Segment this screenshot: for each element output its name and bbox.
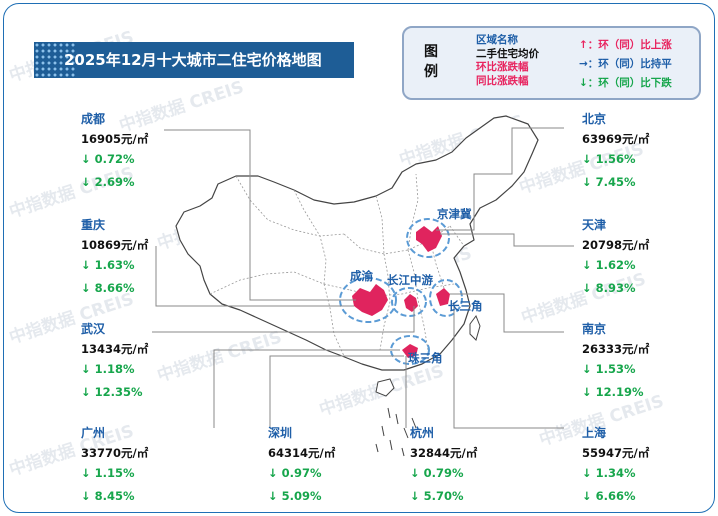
- city-tianjin: 天津 20798元/㎡ ↓ 1.62% ↓ 8.93%: [582, 217, 649, 296]
- region-shape-changsanjiao: [436, 288, 450, 306]
- legend-box: 图例 区域名称 二手住宅均价 环比涨跌幅 同比涨跌幅 ↑：环（同）比上涨 →：环…: [402, 26, 701, 100]
- city-name: 成都: [81, 112, 106, 126]
- city-mom: ↓ 0.79%: [410, 466, 464, 480]
- legend-down: ↓：环（同）比下跌: [579, 77, 672, 89]
- leader-line-wuhan: [152, 306, 415, 333]
- city-yoy: ↓ 2.69%: [81, 175, 135, 189]
- city-name: 杭州: [410, 426, 435, 440]
- city-name: 重庆: [81, 218, 106, 232]
- city-name: 武汉: [81, 322, 106, 336]
- city-yoy: ↓ 5.09%: [268, 489, 322, 503]
- region-circle-changsanjiao: [429, 279, 463, 317]
- city-mom: ↓ 0.72%: [81, 152, 135, 166]
- legend-mom: 环比涨跌幅: [476, 61, 529, 73]
- title-banner: 2025年12月十大城市二住宅价格地图: [34, 42, 354, 78]
- city-chongqing: 重庆 10869元/㎡ ↓ 1.63% ↓ 8.66%: [81, 217, 148, 296]
- city-mom: ↓ 1.56%: [582, 152, 636, 166]
- city-mom: ↓ 1.53%: [582, 362, 636, 376]
- region-shape-jingjinji: [416, 226, 442, 252]
- leader-line-shanghai: [453, 302, 564, 429]
- city-mom: ↓ 0.97%: [268, 466, 322, 480]
- page-title: 2025年12月十大城市二住宅价格地图: [64, 51, 322, 69]
- city-price: 20798元/㎡: [582, 238, 650, 252]
- legend-region-name: 区域名称: [476, 34, 518, 46]
- city-nanjing: 南京 26333元/㎡ ↓ 1.53% ↓ 12.19%: [582, 321, 649, 400]
- city-name: 广州: [81, 426, 106, 440]
- city-mom: ↓ 1.63%: [81, 258, 135, 272]
- city-price: 55947元/㎡: [582, 446, 650, 460]
- city-mom: ↓ 1.15%: [81, 466, 135, 480]
- city-price: 10869元/㎡: [81, 238, 149, 252]
- title-pattern: [34, 42, 76, 78]
- region-label-zhusanjiao: 珠三角: [408, 351, 443, 365]
- city-price: 26333元/㎡: [582, 342, 650, 356]
- city-beijing: 北京 63969元/㎡ ↓ 1.56% ↓ 7.45%: [582, 111, 649, 190]
- legend-flat: →：环（同）比持平: [579, 58, 672, 70]
- city-name: 上海: [582, 426, 607, 440]
- city-price: 63969元/㎡: [582, 132, 650, 146]
- legend-up: ↑：环（同）比上涨: [579, 39, 672, 51]
- region-circle-chengyu: [339, 277, 397, 323]
- city-name: 南京: [582, 322, 607, 336]
- region-label-changjiang: 长江中游: [387, 273, 433, 287]
- leader-line-shenzhen: [269, 355, 404, 428]
- city-yoy: ↓ 7.45%: [582, 175, 636, 189]
- city-price: 64314元/㎡: [268, 446, 336, 460]
- city-shenzhen: 深圳 64314元/㎡ ↓ 0.97% ↓ 5.09%: [268, 425, 335, 504]
- city-yoy: ↓ 12.35%: [81, 385, 143, 399]
- leader-line-nanjing: [450, 293, 564, 333]
- city-name: 北京: [582, 112, 607, 126]
- city-yoy: ↓ 6.66%: [582, 489, 636, 503]
- city-yoy: ↓ 8.66%: [81, 281, 135, 295]
- city-price: 33770元/㎡: [81, 446, 149, 460]
- region-label-chengyu: 成渝: [350, 269, 373, 283]
- legend-fields: 区域名称 二手住宅均价 环比涨跌幅 同比涨跌幅: [476, 34, 539, 88]
- city-chengdu: 成都 16905元/㎡ ↓ 0.72% ↓ 2.69%: [81, 111, 148, 190]
- city-name: 天津: [582, 218, 607, 232]
- leader-line-chengdu: [164, 129, 356, 301]
- city-hangzhou: 杭州 32844元/㎡ ↓ 0.79% ↓ 5.70%: [410, 425, 477, 504]
- leader-line-chongqing: [155, 246, 354, 307]
- map-frame: 中指数据 CREIS 中指数据 CREIS 中指数据 CREIS 中指数据 CR…: [3, 3, 715, 513]
- legend-arrows: ↑：环（同）比上涨 →：环（同）比持平 ↓：环（同）比下跌: [579, 36, 672, 93]
- region-circle-jingjinji: [406, 218, 450, 258]
- city-mom: ↓ 1.18%: [81, 362, 135, 376]
- legend-title: 图例: [424, 44, 438, 80]
- region-circle-zhusanjiao: [390, 335, 430, 365]
- hainan-island: [375, 378, 395, 397]
- city-yoy: ↓ 8.45%: [81, 489, 135, 503]
- china-map: [152, 115, 574, 457]
- city-yoy: ↓ 5.70%: [410, 489, 464, 503]
- region-circle-changjiang: [391, 287, 427, 317]
- city-price: 32844元/㎡: [410, 446, 478, 460]
- city-mom: ↓ 1.62%: [582, 258, 636, 272]
- region-shape-chengyu: [352, 284, 388, 316]
- south-china-sea-islands: [375, 407, 417, 457]
- region-label-changsanjiao: 长三角: [448, 299, 483, 313]
- region-shape-zhusanjiao: [402, 344, 418, 358]
- city-guangzhou: 广州 33770元/㎡ ↓ 1.15% ↓ 8.45%: [81, 425, 148, 504]
- city-mom: ↓ 1.34%: [582, 466, 636, 480]
- leader-line-beijing: [436, 127, 564, 231]
- city-wuhan: 武汉 13434元/㎡ ↓ 1.18% ↓ 12.35%: [81, 321, 148, 400]
- leader-line-guangzhou: [213, 349, 400, 428]
- leader-line-tianjin: [440, 233, 574, 247]
- legend-avg-price: 二手住宅均价: [476, 47, 539, 60]
- region-label-jingjinji: 京津冀: [437, 207, 472, 221]
- legend-yoy: 同比涨跌幅: [476, 74, 529, 87]
- city-yoy: ↓ 8.93%: [582, 281, 636, 295]
- city-yoy: ↓ 12.19%: [582, 385, 644, 399]
- city-price: 16905元/㎡: [81, 132, 149, 146]
- city-shanghai: 上海 55947元/㎡ ↓ 1.34% ↓ 6.66%: [582, 425, 649, 504]
- city-name: 深圳: [268, 426, 293, 440]
- city-price: 13434元/㎡: [81, 342, 149, 356]
- taiwan-island: [469, 314, 481, 341]
